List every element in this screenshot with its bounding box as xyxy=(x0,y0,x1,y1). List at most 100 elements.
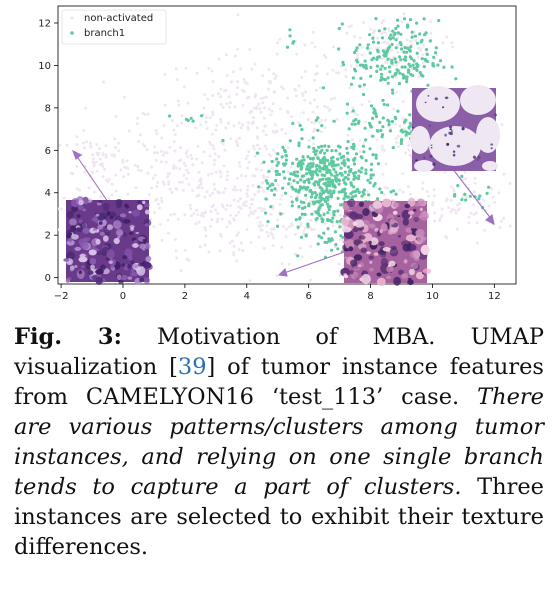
point-non-activated xyxy=(229,204,233,208)
point-branch1 xyxy=(311,170,315,174)
point-non-activated xyxy=(311,160,315,163)
point-non-activated xyxy=(107,196,111,200)
point-non-activated xyxy=(396,145,400,148)
point-branch1 xyxy=(394,71,398,75)
point-non-activated xyxy=(176,99,180,103)
point-non-activated xyxy=(387,27,391,31)
point-branch1 xyxy=(374,156,378,160)
point-branch1 xyxy=(386,48,390,53)
point-non-activated xyxy=(251,184,255,187)
point-non-activated xyxy=(300,75,304,79)
point-branch1 xyxy=(341,60,345,64)
point-non-activated xyxy=(381,148,385,152)
point-non-activated xyxy=(163,72,167,76)
point-non-activated xyxy=(163,103,167,107)
point-branch1 xyxy=(348,169,352,173)
point-branch1 xyxy=(311,157,315,161)
point-non-activated xyxy=(312,227,316,231)
point-branch1 xyxy=(406,70,410,74)
point-branch1 xyxy=(325,184,329,188)
point-branch1 xyxy=(351,109,355,113)
point-branch1 xyxy=(282,148,287,152)
point-branch1 xyxy=(369,74,373,78)
point-branch1 xyxy=(313,183,317,187)
point-non-activated xyxy=(229,101,232,105)
point-non-activated xyxy=(175,256,179,260)
point-non-activated xyxy=(235,93,239,96)
point-non-activated xyxy=(333,96,337,100)
point-branch1 xyxy=(325,202,330,206)
point-branch1 xyxy=(396,24,400,28)
point-non-activated xyxy=(241,249,245,253)
point-non-activated xyxy=(489,187,493,190)
point-non-activated xyxy=(127,129,131,133)
point-non-activated xyxy=(272,90,276,94)
point-non-activated xyxy=(271,227,275,231)
point-non-activated xyxy=(237,136,241,140)
caption-citation-link[interactable]: 39 xyxy=(177,354,207,380)
point-non-activated xyxy=(170,190,174,194)
point-non-activated xyxy=(136,165,140,168)
point-non-activated xyxy=(358,139,362,142)
point-branch1 xyxy=(189,116,193,120)
point-non-activated xyxy=(246,184,250,188)
point-non-activated xyxy=(473,181,477,185)
point-branch1 xyxy=(398,40,402,45)
point-branch1 xyxy=(288,28,292,32)
point-non-activated xyxy=(102,80,105,84)
point-branch1 xyxy=(343,187,347,191)
point-non-activated xyxy=(203,243,207,247)
point-branch1 xyxy=(279,212,283,216)
point-non-activated xyxy=(294,232,297,236)
point-non-activated xyxy=(164,160,168,164)
point-non-activated xyxy=(245,228,249,231)
point-branch1 xyxy=(295,157,299,161)
point-non-activated xyxy=(367,99,371,103)
point-branch1 xyxy=(395,18,400,22)
point-non-activated xyxy=(166,218,170,222)
point-branch1 xyxy=(299,178,303,182)
point-branch1 xyxy=(406,46,410,50)
point-non-activated xyxy=(225,225,229,229)
point-non-activated xyxy=(203,226,207,230)
point-non-activated xyxy=(401,117,405,121)
point-non-activated xyxy=(273,123,277,127)
point-non-activated xyxy=(250,202,254,206)
point-non-activated xyxy=(196,144,200,148)
point-branch1 xyxy=(296,180,300,185)
point-branch1 xyxy=(314,217,318,222)
point-branch1 xyxy=(339,190,344,194)
point-non-activated xyxy=(394,137,398,141)
point-branch1 xyxy=(272,193,276,197)
point-non-activated xyxy=(264,133,268,137)
point-non-activated xyxy=(220,203,224,207)
point-branch1 xyxy=(337,182,341,186)
point-non-activated xyxy=(273,77,277,80)
point-non-activated xyxy=(267,80,271,83)
point-non-activated xyxy=(388,29,391,33)
point-branch1 xyxy=(357,169,361,173)
point-non-activated xyxy=(465,195,468,199)
point-branch1 xyxy=(323,144,327,148)
point-non-activated xyxy=(266,175,270,179)
point-non-activated xyxy=(91,160,95,164)
point-branch1 xyxy=(299,186,304,190)
point-branch1 xyxy=(312,150,316,154)
point-non-activated xyxy=(104,153,108,157)
point-branch1 xyxy=(269,205,273,209)
point-branch1 xyxy=(340,161,344,165)
point-non-activated xyxy=(483,228,487,232)
arrowhead-right xyxy=(485,213,495,226)
point-branch1 xyxy=(386,81,390,85)
point-non-activated xyxy=(248,279,252,283)
point-non-activated xyxy=(185,168,189,172)
inset-image-right xyxy=(410,85,500,172)
point-non-activated xyxy=(309,218,312,222)
point-non-activated xyxy=(317,121,321,125)
point-non-activated xyxy=(339,64,343,68)
point-branch1 xyxy=(264,211,268,215)
point-non-activated xyxy=(309,199,313,203)
point-non-activated xyxy=(280,128,284,132)
point-non-activated xyxy=(262,207,266,211)
point-non-activated xyxy=(302,111,305,115)
